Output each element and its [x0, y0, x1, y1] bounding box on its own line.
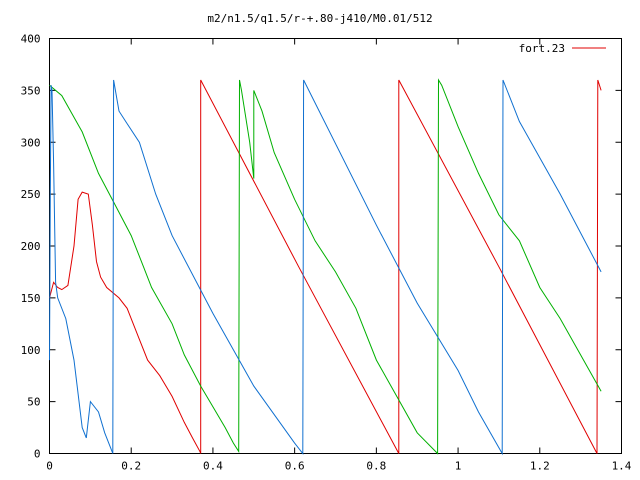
x-tick-label: 0 [46, 460, 53, 473]
legend: fort.23 [519, 42, 606, 55]
series-line-2 [49, 79, 602, 456]
x-tick-label: 0.4 [203, 460, 223, 473]
y-tick-label: 200 [21, 240, 41, 253]
series-line-1 [49, 78, 602, 455]
axis-ticks: 0 0.2 0.4 0.6 0.8 1 1.2 1.4 0 50 100 150 200 250 300 35… [21, 33, 632, 473]
legend-label: fort.23 [519, 42, 565, 55]
series-layer [49, 78, 602, 456]
y-tick-label: 400 [21, 33, 41, 46]
x-tick-label: 1.2 [530, 460, 550, 473]
x-tick-label: 0.6 [285, 460, 305, 473]
y-tick-label: 50 [27, 396, 40, 409]
chart-title: m2/n1.5/q1.5/r-+.80-j410/M0.01/512 [207, 12, 432, 25]
x-tick-label: 1 [455, 460, 462, 473]
y-tick-label: 350 [21, 84, 41, 97]
y-tick-label: 300 [21, 136, 41, 149]
x-tick-label: 0.8 [366, 460, 386, 473]
x-tick-label: 1.4 [612, 460, 632, 473]
y-tick-label: 100 [21, 344, 41, 357]
series-line-0 [49, 79, 602, 454]
y-tick-label: 0 [34, 448, 41, 461]
y-tick-label: 250 [21, 188, 41, 201]
y-tick-label: 150 [21, 292, 41, 305]
x-tick-label: 0.2 [121, 460, 141, 473]
